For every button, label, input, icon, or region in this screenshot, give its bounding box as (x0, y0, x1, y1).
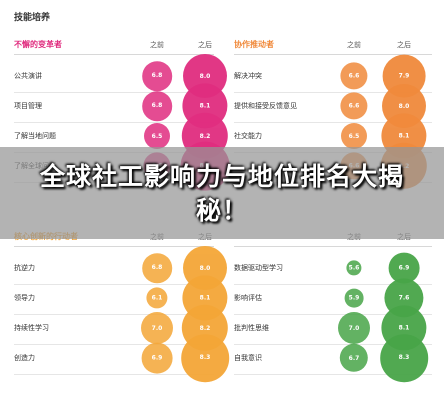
bubble-value-label: 6.8 (151, 102, 163, 110)
row-label: 影响评估 (234, 294, 262, 302)
row-divider (14, 122, 214, 123)
bubble-after: 6.9 (388, 252, 420, 284)
row-label: 了解当地问题 (14, 132, 56, 140)
bubble-after: 8.3 (380, 334, 428, 382)
bubble-value-label: 6.9 (398, 264, 410, 272)
bubble-before: 6.6 (340, 92, 368, 120)
row-divider (14, 92, 214, 93)
column-label: 之前 (150, 41, 164, 49)
bubble-value-label: 6.6 (348, 102, 360, 110)
panel-3: 之前之后数据驱动型学习5.66.9影响评估5.97.6批判性思维7.08.1自我… (234, 228, 432, 382)
bubble-value-label: 8.0 (199, 72, 211, 80)
bubble-value-label: 6.8 (151, 72, 163, 80)
row-label: 创造力 (14, 354, 35, 362)
row-divider (234, 92, 432, 93)
row-label: 领导力 (14, 294, 35, 302)
row-label: 提供和接受反馈意见 (234, 102, 297, 110)
bubble-value-label: 6.7 (348, 354, 360, 362)
bubble-value-label: 8.1 (199, 102, 211, 110)
bubble-value-label: 8.2 (199, 132, 211, 140)
headline-banner: 全球社工影响力与地位排名大揭秘！ (0, 147, 444, 239)
bubble-value-label: 8.1 (398, 324, 410, 332)
panel-2: 核心创新的行动者之前之后抗逆力6.88.0领导力6.18.1持续性学习7.08.… (14, 228, 229, 382)
row-label: 社交能力 (234, 132, 262, 140)
column-label: 之后 (397, 41, 411, 49)
row-divider (14, 374, 214, 375)
bubble-before: 7.0 (338, 312, 370, 344)
row-label: 持续性学习 (14, 324, 49, 332)
bubble-value-label: 5.6 (348, 264, 360, 272)
panel-title: 协作推动者 (234, 40, 274, 49)
bubble-before: 6.8 (142, 61, 172, 91)
row-divider (234, 122, 432, 123)
row-label: 自我意识 (234, 354, 262, 362)
bubble-before: 6.5 (144, 123, 170, 149)
bubble-value-label: 8.3 (398, 354, 410, 362)
row-divider (234, 284, 432, 285)
panel-header: 不懈的变革者 之前 之后 (14, 36, 214, 55)
row-divider (14, 344, 214, 345)
bubble-value-label: 8.3 (199, 354, 211, 362)
row-divider (14, 314, 214, 315)
bubble-value-label: 7.9 (398, 72, 410, 80)
row-label: 批判性思维 (234, 324, 269, 332)
column-label: 之前 (347, 41, 361, 49)
row-divider (234, 374, 432, 375)
bubble-after: 8.3 (181, 334, 229, 382)
bubble-value-label: 8.2 (199, 324, 211, 332)
bubble-value-label: 6.9 (151, 354, 163, 362)
bubble-value-label: 6.8 (151, 264, 163, 272)
bubble-value-label: 5.9 (348, 294, 360, 302)
bubble-before: 6.5 (341, 123, 367, 149)
row-divider (234, 314, 432, 315)
row-label: 公共演讲 (14, 72, 42, 80)
column-label: 之后 (198, 41, 212, 49)
bubble-before: 5.6 (346, 260, 362, 276)
bubble-before: 7.0 (141, 312, 173, 344)
row-divider (234, 344, 432, 345)
bubble-before: 5.9 (344, 288, 364, 308)
bubble-value-label: 6.5 (348, 132, 360, 140)
row-label: 项目管理 (14, 102, 42, 110)
bubble-before: 6.9 (141, 342, 173, 374)
bubble-value-label: 8.0 (199, 264, 211, 272)
bubble-value-label: 7.6 (398, 294, 410, 302)
row-divider (14, 284, 214, 285)
page-title: 技能培养 (14, 13, 51, 23)
bubble-before: 6.1 (146, 287, 168, 309)
bubble-value-label: 6.5 (151, 132, 163, 140)
bubble-before: 6.8 (142, 91, 172, 121)
bubble-value-label: 7.0 (151, 324, 163, 332)
row-label: 数据驱动型学习 (234, 264, 283, 272)
bubble-before: 6.8 (142, 253, 172, 283)
headline-text: 全球社工影响力与地位排名大揭秘！ (40, 162, 405, 225)
bubble-value-label: 8.1 (199, 294, 211, 302)
bubble-value-label: 8.1 (398, 132, 410, 140)
panel-title: 不懈的变革者 (14, 40, 62, 49)
panel-header: 协作推动者 之前 之后 (234, 36, 432, 55)
bubble-value-label: 6.1 (151, 294, 163, 302)
bubble-before: 6.7 (339, 343, 369, 373)
bubble-value-label: 8.0 (398, 102, 410, 110)
bubble-before: 6.6 (340, 62, 368, 90)
bubble-value-label: 7.0 (348, 324, 360, 332)
bubble-value-label: 6.6 (348, 72, 360, 80)
row-label: 抗逆力 (14, 264, 35, 272)
row-label: 解决冲突 (234, 72, 262, 80)
